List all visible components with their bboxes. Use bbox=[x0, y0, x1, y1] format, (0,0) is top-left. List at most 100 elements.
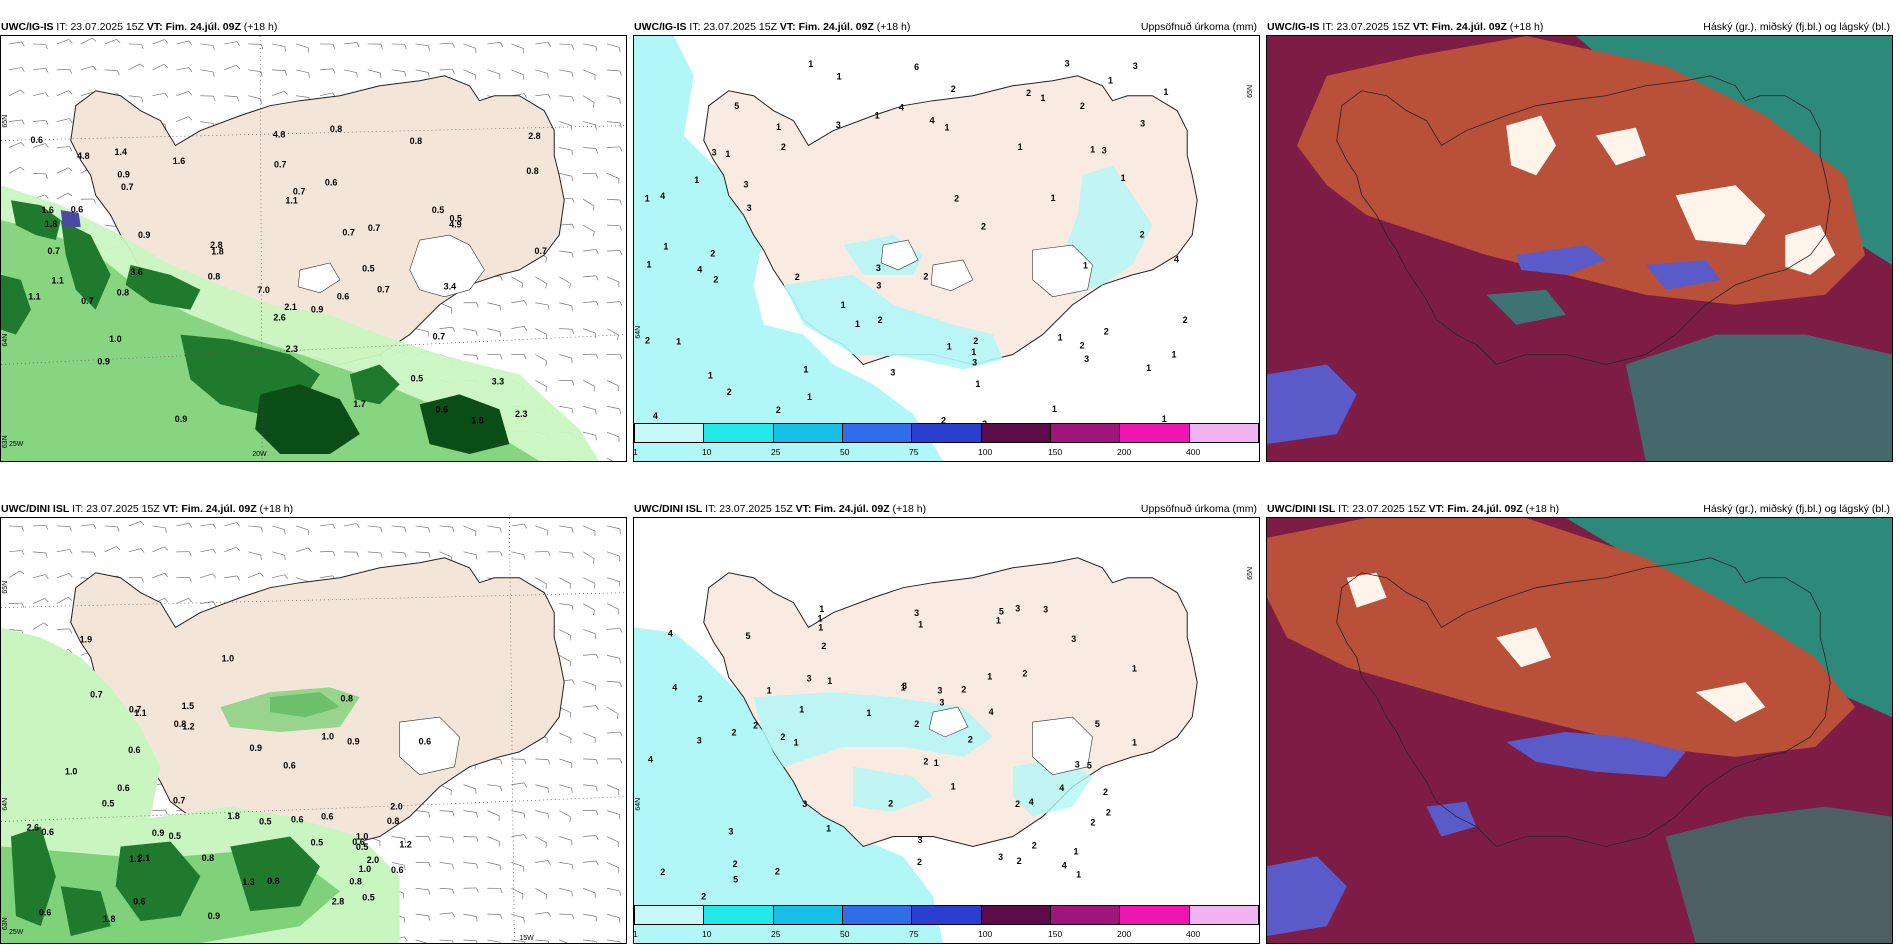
wind-barb bbox=[582, 603, 595, 611]
wind-barb-flag bbox=[308, 72, 310, 78]
wind-barb bbox=[583, 653, 597, 656]
wind-barb-flag bbox=[404, 838, 407, 844]
precip-value-label: 0.5 bbox=[102, 798, 114, 808]
precip-value-label: 0.7 bbox=[293, 187, 305, 197]
precip-value-label: 2 bbox=[1106, 808, 1111, 818]
precip-value-label: 1.0 bbox=[109, 334, 121, 344]
precip-value-label: 1.0 bbox=[222, 654, 234, 664]
wind-barb bbox=[32, 551, 46, 554]
wind-barb-flag bbox=[212, 601, 216, 606]
wind-barb bbox=[606, 706, 619, 715]
wind-barb-flag bbox=[452, 42, 455, 48]
cloud-cover-map[interactable] bbox=[1266, 35, 1893, 462]
wind-barb bbox=[56, 68, 70, 71]
wind-barb-flag bbox=[547, 912, 551, 917]
precip-value-label: 1.2 bbox=[182, 722, 194, 732]
precip-value-label: 1 bbox=[855, 319, 860, 329]
wind-barb-flag bbox=[595, 173, 599, 179]
wind-barb-flag bbox=[619, 941, 621, 943]
wind-barb-flag bbox=[45, 44, 48, 50]
wind-barb-flag bbox=[547, 759, 551, 765]
precip-value-label: 2 bbox=[914, 719, 919, 729]
wind-barb-flag bbox=[523, 782, 527, 788]
wind-barb-flag bbox=[404, 71, 407, 77]
wind-barb bbox=[176, 67, 190, 71]
wind-barb bbox=[176, 576, 190, 579]
wind-barb bbox=[559, 836, 572, 841]
wind-barb-flag bbox=[500, 275, 503, 281]
wind-barb bbox=[319, 523, 333, 527]
wind-barb bbox=[511, 69, 524, 76]
vt-label: VT: bbox=[1412, 21, 1429, 33]
precip-value-label: 0.6 bbox=[31, 135, 43, 145]
precip-value-label: 1.0 bbox=[65, 766, 77, 776]
wind-barb-flag bbox=[260, 71, 263, 77]
precip-value-label: 1 bbox=[826, 823, 831, 833]
precip-value-label: 1 bbox=[1108, 76, 1113, 86]
precip-value-label: 4 bbox=[989, 707, 994, 717]
precip-value-label: 7.0 bbox=[257, 285, 269, 295]
wind-barb bbox=[487, 525, 501, 529]
precip-wind-map[interactable]: 0.9 0.6 1.1 0.9 1.7 7.0 0.6 0.6 0.6 0.8 0.8 1.6 0.5 4… bbox=[0, 35, 627, 462]
wind-barb bbox=[511, 758, 525, 760]
precip-value-label: 0.8 bbox=[526, 166, 538, 176]
wind-barb bbox=[583, 121, 596, 126]
wind-barb bbox=[487, 328, 501, 333]
wind-barb-flag bbox=[427, 331, 430, 337]
map-canvas bbox=[1267, 518, 1892, 943]
wind-barb bbox=[583, 732, 596, 739]
precip-value-label: 3 bbox=[712, 148, 717, 158]
precip-value-label: 1 bbox=[866, 708, 871, 718]
wind-barb-flag bbox=[500, 914, 503, 920]
wind-barb bbox=[583, 629, 596, 635]
wind-barb-flag bbox=[500, 888, 503, 894]
wind-barb-flag bbox=[499, 42, 503, 47]
cloud-cover-map[interactable] bbox=[1266, 517, 1893, 944]
wind-barb bbox=[32, 43, 46, 45]
wind-barb bbox=[583, 705, 597, 708]
wind-barb-flag bbox=[404, 865, 406, 871]
wind-barb bbox=[224, 95, 238, 98]
cloud-blue-1 bbox=[1506, 731, 1686, 777]
accumulated-precip-map[interactable]: 1111221212163223212233334444333543211112… bbox=[633, 35, 1260, 462]
precip-value-label: 2 bbox=[1080, 341, 1085, 351]
wind-barb-flag bbox=[452, 889, 455, 894]
wind-barb-flag bbox=[188, 67, 193, 72]
precip-value-label: 0.6 bbox=[291, 815, 303, 825]
colorbar-step bbox=[704, 424, 774, 442]
wind-barb-flag bbox=[571, 380, 575, 386]
wind-barb-flag bbox=[236, 41, 240, 46]
wind-barb-flag bbox=[45, 552, 48, 558]
wind-barb bbox=[128, 63, 141, 71]
wind-barb bbox=[583, 525, 596, 532]
wind-barb-flag bbox=[45, 68, 49, 73]
cloud-teal-se bbox=[1665, 806, 1892, 943]
precip-value-label: 2.6 bbox=[273, 313, 285, 323]
precip-value-label: 2 bbox=[821, 641, 826, 651]
wind-barb-flag bbox=[619, 250, 623, 256]
parallel-64n bbox=[1, 334, 626, 365]
wind-barb-flag bbox=[45, 120, 49, 125]
precip-dark-8 bbox=[1, 274, 31, 335]
precip-value-label: 0.9 bbox=[97, 357, 109, 367]
precip-value-label: 0.7 bbox=[90, 689, 102, 699]
wind-barb-flag bbox=[428, 812, 431, 818]
precip-value-label: 2.1 bbox=[284, 302, 296, 312]
panel-top-right: UWC/IG-IS IT: 23.07.2025 15Z VT: Fim. 24… bbox=[1266, 15, 1894, 463]
precip-mid-band bbox=[1, 220, 540, 461]
wind-barb-flag bbox=[571, 914, 575, 920]
precip-value-label: 2 bbox=[781, 142, 786, 152]
precip-value-label: 4 bbox=[1059, 783, 1064, 793]
wind-barb bbox=[559, 758, 572, 764]
wind-barb-flag bbox=[212, 523, 216, 529]
colorbar-tick: 10 bbox=[702, 447, 712, 457]
precip-value-label: 3 bbox=[1015, 604, 1020, 614]
colorbar-step bbox=[1120, 424, 1190, 442]
wind-barb bbox=[56, 146, 70, 148]
precip-value-label: 2 bbox=[731, 727, 736, 737]
precip-wind-map[interactable]: 0.6 0.9 0.6 0.5 1.1 2.0 0.8 1.1 0.8 0.5 0.7 0.9 0.8 0… bbox=[0, 517, 627, 944]
wind-barb-flag bbox=[547, 941, 550, 943]
precip-value-label: 0.7 bbox=[121, 182, 133, 192]
